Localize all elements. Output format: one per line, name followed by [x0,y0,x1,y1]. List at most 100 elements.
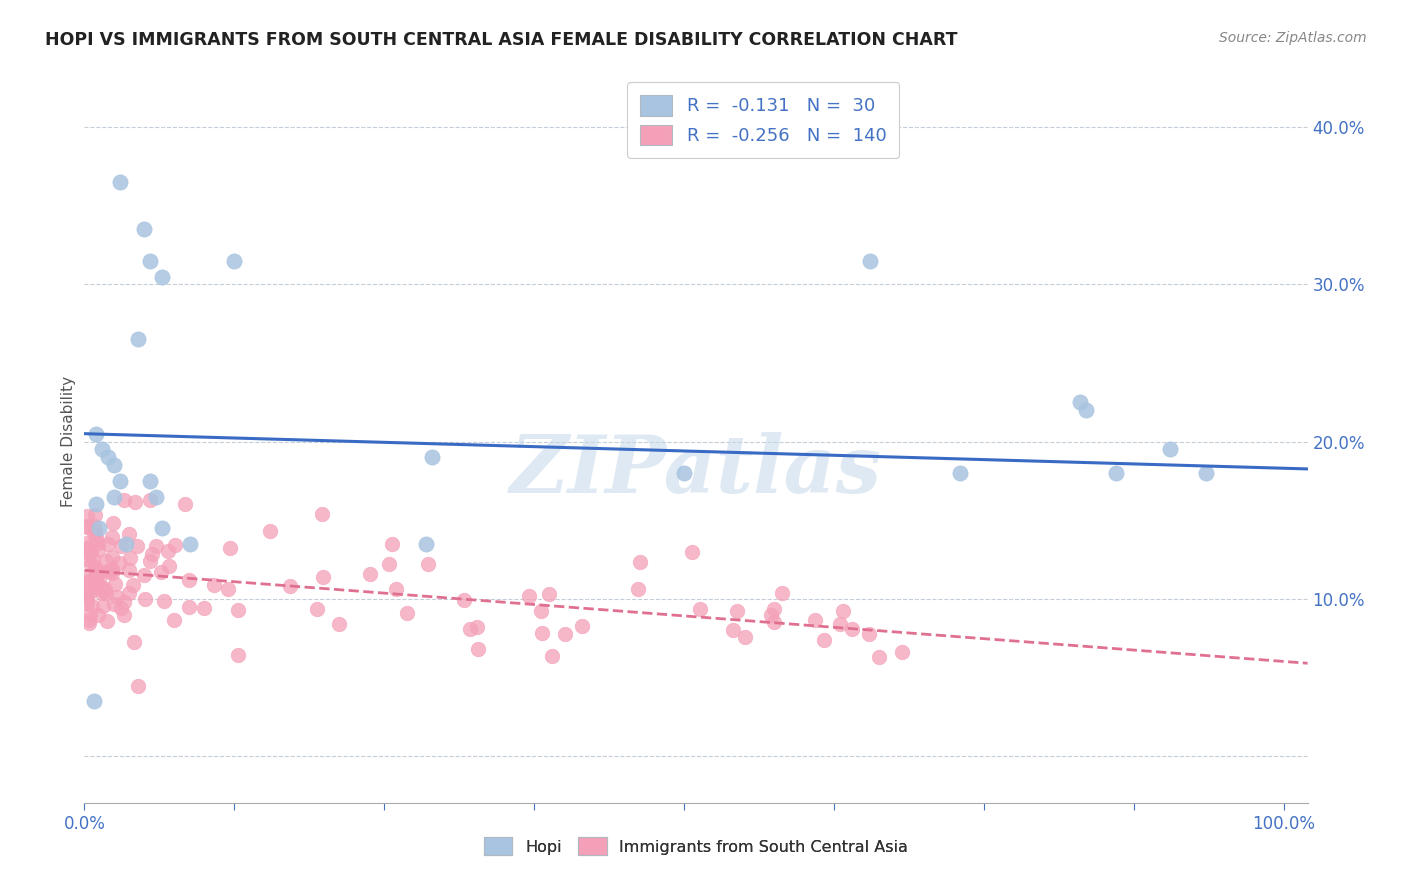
Point [112,608,135,623]
Point [101,550,124,565]
Point [396,606,419,620]
Point [127,539,149,553]
Point [1074,403,1097,417]
Point [153,594,176,608]
Point [540,648,562,663]
Point [100,566,122,581]
Point [179,574,201,588]
Point [139,554,162,568]
Point [79,607,101,621]
Point [174,497,197,511]
Point [76,596,98,610]
Point [84,508,107,522]
Point [145,540,167,554]
Point [537,587,560,601]
Point [77,541,100,556]
Point [359,567,381,582]
Point [79,541,101,555]
Point [157,559,180,574]
Point [139,474,162,488]
Point [82,551,104,566]
Point [150,521,173,535]
Text: ZIPatlas: ZIPatlas [510,432,882,509]
Point [571,618,593,632]
Point [117,526,139,541]
Point [157,544,180,558]
Point [328,617,350,632]
Point [76,591,98,606]
Point [104,576,127,591]
Point [734,630,756,644]
Point [530,603,553,617]
Point [118,563,141,577]
Point [112,595,135,609]
Point [86,426,108,441]
Point [76,520,98,534]
Text: Source: ZipAtlas.com: Source: ZipAtlas.com [1219,31,1367,45]
Point [93,584,115,599]
Point [1069,395,1091,409]
Point [828,617,851,632]
Point [127,680,149,694]
Point [841,622,863,636]
Point [100,563,122,577]
Point [177,599,200,614]
Point [725,605,748,619]
Point [311,507,333,521]
Point [87,572,110,586]
Point [76,519,98,533]
Point [1159,442,1181,457]
Point [763,602,786,616]
Point [134,222,156,236]
Point [554,626,576,640]
Point [90,586,112,600]
Point [1195,466,1218,480]
Point [110,474,132,488]
Point [97,565,120,579]
Point [84,569,107,583]
Point [420,450,443,465]
Point [124,495,146,509]
Point [76,508,98,523]
Point [79,573,101,587]
Point [77,540,100,554]
Point [80,543,103,558]
Legend: Hopi, Immigrants from South Central Asia: Hopi, Immigrants from South Central Asia [475,829,917,863]
Point [110,540,132,554]
Point [83,524,105,538]
Point [385,582,408,596]
Point [76,552,98,566]
Point [83,526,105,541]
Point [101,561,124,575]
Point [76,544,98,558]
Point [217,582,239,596]
Point [831,604,853,618]
Point [163,539,186,553]
Point [219,541,242,556]
Point [110,600,132,615]
Point [134,592,156,607]
Point [76,543,98,558]
Point [86,497,108,511]
Point [813,633,835,648]
Point [76,536,98,550]
Point [627,582,650,596]
Point [681,544,703,558]
Point [311,570,333,584]
Point [458,622,481,636]
Point [96,615,118,629]
Point [162,613,184,627]
Point [416,557,439,571]
Point [307,601,329,615]
Point [80,584,103,599]
Point [132,568,155,582]
Point [118,586,141,600]
Point [378,557,401,571]
Point [87,564,110,578]
Point [890,645,912,659]
Point [723,623,745,637]
Point [97,537,120,551]
Point [949,466,972,480]
Point [105,590,128,604]
Point [122,578,145,592]
